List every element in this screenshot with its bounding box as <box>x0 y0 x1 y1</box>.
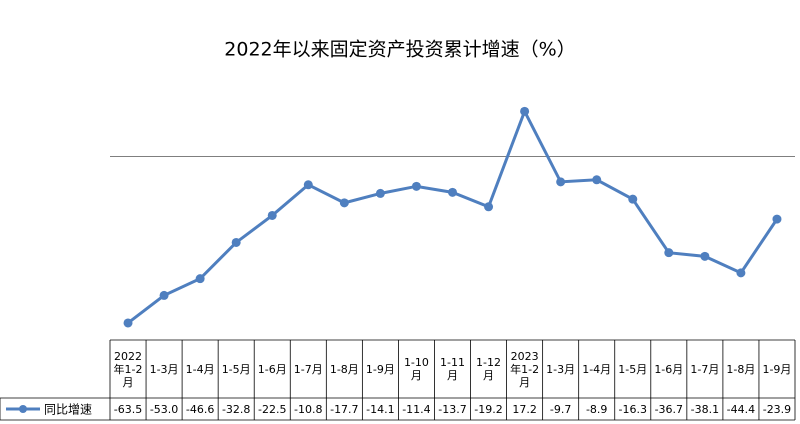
value-label: -16.3 <box>618 402 647 416</box>
value-label: -11.4 <box>402 402 431 416</box>
point <box>339 198 349 208</box>
value-label: -63.5 <box>113 402 143 416</box>
value-label: -14.1 <box>366 402 395 416</box>
point <box>628 194 638 204</box>
point <box>267 210 277 220</box>
category-label: 1-3月 <box>149 362 179 376</box>
category-label: 1-9月 <box>365 362 395 376</box>
point <box>375 188 385 198</box>
legend-label: 同比增速 <box>44 403 92 417</box>
value-label: -38.1 <box>690 402 720 416</box>
category-label: 1-6月 <box>257 362 287 376</box>
point <box>303 180 313 190</box>
category-label: 1-8月 <box>329 362 359 376</box>
category-label: 1-6月 <box>654 362 684 376</box>
chart-title: 2022年以来固定资产投资累计增速（%） <box>224 39 575 61</box>
category-label: 1-7月 <box>690 362 720 376</box>
value-label: -17.7 <box>330 402 359 416</box>
point <box>772 214 782 224</box>
value-label: -36.7 <box>654 402 684 416</box>
point <box>231 237 241 247</box>
value-label: -32.8 <box>221 402 251 416</box>
value-label: -13.7 <box>438 402 467 416</box>
line <box>127 107 779 325</box>
category-label: 1-3月 <box>546 362 576 376</box>
point <box>123 318 133 328</box>
category-label: 1-4月 <box>185 362 215 376</box>
category-label: 1-8月 <box>726 362 756 376</box>
value-label: -9.7 <box>549 402 572 416</box>
point <box>411 181 421 191</box>
point <box>484 202 494 212</box>
category-label: 1-7月 <box>293 362 323 376</box>
legend-marker <box>19 405 27 413</box>
value-label: -23.9 <box>762 402 792 416</box>
category-label: 1-5月 <box>618 362 648 376</box>
value-label: -10.8 <box>294 402 323 416</box>
value-label: -19.2 <box>474 402 503 416</box>
category-label: 1-9月 <box>762 362 792 376</box>
point <box>736 268 746 278</box>
category-label: 2022年1-2月 <box>113 349 143 389</box>
value-label: -46.6 <box>185 402 215 416</box>
point <box>700 251 710 261</box>
value-label: -8.9 <box>585 402 608 416</box>
point <box>664 248 674 258</box>
point <box>448 187 457 197</box>
category-label: 1-4月 <box>582 362 612 376</box>
point <box>195 274 205 284</box>
value-label: -22.5 <box>257 402 287 416</box>
point <box>159 290 169 300</box>
category-label: 1-5月 <box>221 362 251 376</box>
value-label: -44.4 <box>726 402 756 416</box>
value-label: -53.0 <box>149 402 179 416</box>
point <box>556 177 566 187</box>
category-label: 1-12月 <box>476 356 502 382</box>
category-label: 1-11月 <box>440 356 465 382</box>
point <box>520 106 530 116</box>
category-label: 2023年1-2月 <box>510 349 540 389</box>
point <box>592 175 602 185</box>
value-label: 17.2 <box>512 402 537 416</box>
category-label: 1-10月 <box>403 356 429 382</box>
